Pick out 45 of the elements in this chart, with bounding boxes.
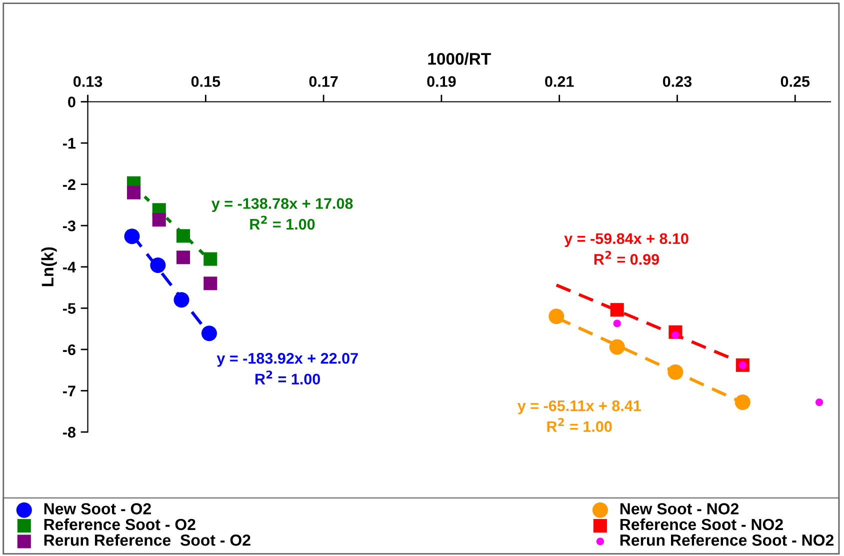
legend-label: Reference Soot - O2	[44, 518, 196, 530]
y-tick-label: -6	[62, 344, 76, 356]
point	[126, 186, 141, 200]
y-tick-label: -5	[62, 303, 76, 314]
point	[176, 250, 190, 264]
y-tick-label: -4	[62, 262, 76, 272]
point	[609, 339, 625, 355]
legend-label: Rerun Reference Soot - O2	[44, 534, 250, 546]
y-tick-label: -8	[62, 426, 76, 438]
x-axis-title: 1000/RT	[428, 52, 491, 65]
y-tick-label: -3	[62, 220, 76, 232]
point	[734, 394, 750, 410]
y-tick-label: -2	[62, 179, 76, 190]
point	[613, 320, 621, 328]
x-tick-label: 0.21	[545, 76, 574, 87]
annotation: y = -59.84x + 8.10 R$^{2}$ = 0.99	[564, 233, 688, 265]
x-tick-label: 0.19	[427, 76, 456, 87]
x-tick-label: 0.17	[309, 76, 338, 87]
point	[152, 213, 166, 227]
y-axis-title: Ln(k)	[41, 247, 57, 286]
point	[815, 398, 824, 406]
point	[176, 229, 190, 243]
legend-label: New Soot - O2	[44, 503, 151, 514]
point	[204, 276, 218, 290]
x-tick-label: 0.23	[662, 76, 692, 87]
x-tick-label: 0.25	[780, 76, 810, 87]
legend-label: Reference Soot - NO2	[620, 518, 783, 530]
annotation: y = -183.92x + 22.07 R$^{2}$ = 1.00	[216, 352, 358, 385]
point	[204, 252, 218, 266]
x-tick-label: 0.15	[191, 76, 220, 87]
y-tick-label: -1	[62, 138, 76, 149]
y-tick-label: 0	[68, 96, 76, 108]
y-tick-label: -7	[62, 386, 76, 396]
point	[610, 303, 624, 317]
point	[201, 326, 217, 342]
annotation: y = -138.78x + 17.08 R$^{2}$ = 1.00	[211, 198, 353, 230]
point	[548, 308, 564, 324]
legend-label: Rerun Reference Soot - NO2	[620, 534, 834, 546]
point	[124, 228, 140, 244]
x-tick-label: 0.13	[74, 76, 102, 87]
annotation: y = -65.11x + 8.41 R$^{2}$ = 1.00	[517, 400, 641, 432]
point	[150, 257, 166, 273]
point	[668, 364, 684, 380]
legend-label: New Soot - NO2	[620, 503, 739, 514]
point	[174, 292, 190, 308]
